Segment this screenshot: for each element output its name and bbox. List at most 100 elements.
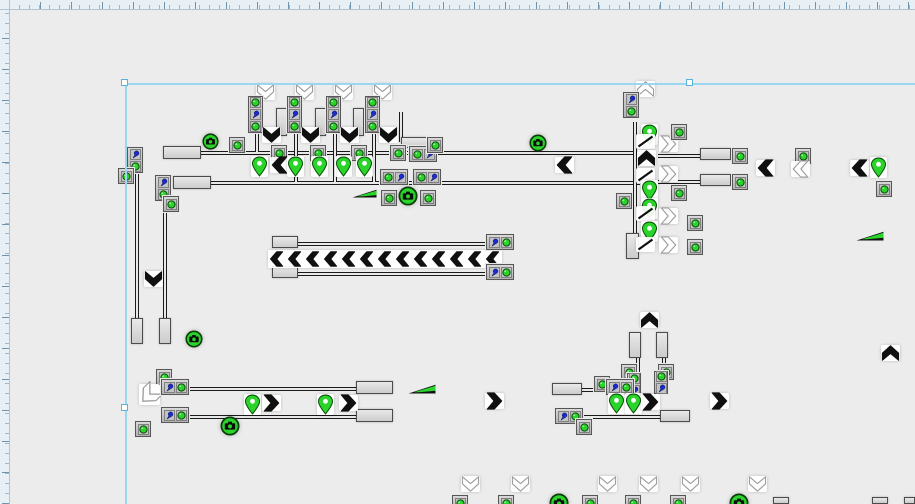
conveyor-line[interactable] xyxy=(135,172,139,320)
conveyor-plate[interactable] xyxy=(629,332,641,358)
status-lamp-icon[interactable] xyxy=(229,137,245,153)
signal-tower-icon[interactable] xyxy=(287,96,302,133)
sensor-module-icon[interactable] xyxy=(486,264,514,280)
status-lamp-icon[interactable] xyxy=(452,495,468,504)
status-lamp-icon[interactable] xyxy=(616,193,632,209)
conveyor-plate[interactable] xyxy=(552,383,582,395)
conveyor-line[interactable] xyxy=(296,242,488,246)
conveyor-line[interactable] xyxy=(296,272,488,276)
conveyor-plate[interactable] xyxy=(872,497,888,504)
status-lamp-icon[interactable] xyxy=(687,239,703,255)
flow-arrow-black-icon[interactable] xyxy=(270,156,289,174)
flow-arrow-black-icon[interactable] xyxy=(379,127,398,143)
conveyor-line[interactable] xyxy=(580,415,662,419)
flow-arrow-black-icon[interactable] xyxy=(881,345,900,361)
flow-arrow-white-icon[interactable] xyxy=(659,135,678,153)
flow-arrow-white-icon[interactable] xyxy=(636,81,655,97)
camera-icon[interactable] xyxy=(185,330,203,348)
sensor-module-icon[interactable] xyxy=(380,169,408,185)
status-lamp-icon[interactable] xyxy=(671,185,687,201)
location-pin-icon[interactable] xyxy=(251,156,268,177)
flow-arrow-white-icon[interactable] xyxy=(659,165,678,183)
status-lamp-icon[interactable] xyxy=(427,137,443,153)
conveyor-plate[interactable] xyxy=(173,176,211,189)
location-pin-icon[interactable] xyxy=(317,394,334,415)
conveyor-plate[interactable] xyxy=(272,236,298,248)
flow-arrow-white-icon[interactable] xyxy=(639,476,658,492)
status-lamp-icon[interactable] xyxy=(381,190,397,206)
signal-pair-icon[interactable] xyxy=(155,175,171,201)
flow-arrow-white-icon[interactable] xyxy=(659,236,678,254)
location-pin-icon[interactable] xyxy=(356,156,373,177)
conveyor-plate[interactable] xyxy=(163,146,201,159)
conveyor-line[interactable] xyxy=(255,132,259,152)
sensor-module-icon[interactable] xyxy=(161,379,189,395)
camera-icon[interactable] xyxy=(398,186,418,206)
flow-arrow-white-icon[interactable] xyxy=(791,160,810,178)
location-pin-icon[interactable] xyxy=(641,180,658,201)
conveyor-plate[interactable] xyxy=(904,497,915,504)
camera-icon[interactable] xyxy=(529,134,547,152)
location-pin-icon[interactable] xyxy=(608,393,625,414)
flow-arrow-black-icon[interactable] xyxy=(340,127,359,143)
flow-arrow-white-icon[interactable] xyxy=(598,476,617,492)
sensor-module-icon[interactable] xyxy=(555,408,583,424)
ramp-icon[interactable] xyxy=(856,228,884,241)
flow-arrow-black-icon[interactable] xyxy=(339,394,358,412)
status-lamp-icon[interactable] xyxy=(687,215,703,231)
status-lamp-icon[interactable] xyxy=(732,174,748,190)
flow-arrow-black-icon[interactable] xyxy=(555,156,574,174)
flow-arrow-white-icon[interactable] xyxy=(461,476,480,492)
conveyor-plate[interactable] xyxy=(356,409,393,422)
sensor-module-icon[interactable] xyxy=(486,234,514,250)
flow-arrow-black-icon[interactable] xyxy=(485,392,504,410)
selection-handle[interactable] xyxy=(121,79,128,86)
selection-handle[interactable] xyxy=(121,404,128,411)
conveyor-line[interactable] xyxy=(189,415,357,419)
diverter-slash-icon[interactable] xyxy=(636,134,655,149)
camera-icon[interactable] xyxy=(202,133,219,150)
status-lamp-icon[interactable] xyxy=(135,421,151,437)
status-lamp-icon[interactable] xyxy=(390,145,406,161)
flow-arrow-black-icon[interactable] xyxy=(262,127,281,143)
location-pin-icon[interactable] xyxy=(244,394,261,415)
conveyor-line[interactable] xyxy=(399,112,403,142)
status-lamp-icon[interactable] xyxy=(498,495,514,504)
signal-tower-icon[interactable] xyxy=(248,96,263,133)
ramp-icon[interactable] xyxy=(408,381,436,394)
signal-tower-icon[interactable] xyxy=(365,96,380,133)
flow-arrow-black-icon[interactable] xyxy=(144,271,163,287)
location-pin-icon[interactable] xyxy=(287,156,304,177)
conveyor-plate[interactable] xyxy=(276,108,287,136)
flow-arrow-white-icon[interactable] xyxy=(511,476,530,492)
flow-arrow-black-icon[interactable] xyxy=(641,393,660,411)
signal-tower-icon[interactable] xyxy=(326,96,341,133)
conveyor-plate[interactable] xyxy=(656,332,668,358)
flow-arrow-white-icon[interactable] xyxy=(681,476,700,492)
flow-arrow-black-icon[interactable] xyxy=(640,312,659,328)
status-lamp-icon[interactable] xyxy=(625,495,641,504)
conveyor-line[interactable] xyxy=(163,199,167,320)
flow-arrow-white-icon[interactable] xyxy=(659,207,678,225)
flow-arrow-row[interactable] xyxy=(268,250,502,268)
conveyor-plate[interactable] xyxy=(315,108,326,136)
flow-arrow-black-icon[interactable] xyxy=(710,392,729,410)
status-lamp-icon[interactable] xyxy=(420,190,436,206)
sensor-module-icon[interactable] xyxy=(161,407,189,423)
camera-icon[interactable] xyxy=(549,493,569,504)
horizontal-ruler[interactable] xyxy=(9,0,915,10)
diverter-slash-icon[interactable] xyxy=(636,237,655,252)
conveyor-plate[interactable] xyxy=(131,318,143,344)
conveyor-plate[interactable] xyxy=(700,148,731,160)
conveyor-plate[interactable] xyxy=(660,410,690,422)
camera-icon[interactable] xyxy=(220,416,240,436)
selection-handle[interactable] xyxy=(686,79,693,86)
flow-arrow-black-icon[interactable] xyxy=(850,159,869,177)
diverter-slash-icon[interactable] xyxy=(636,168,655,183)
status-lamp-icon[interactable] xyxy=(118,168,134,184)
status-lamp-icon[interactable] xyxy=(670,495,686,504)
sensor-module-icon[interactable] xyxy=(413,169,441,185)
signal-pair-icon[interactable] xyxy=(654,371,668,394)
status-lamp-icon[interactable] xyxy=(671,124,687,140)
